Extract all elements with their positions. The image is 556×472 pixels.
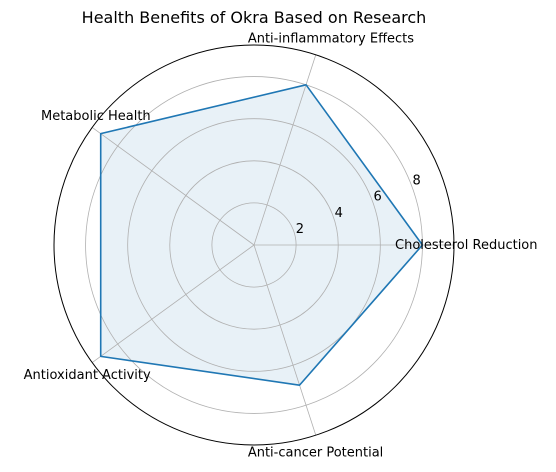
r-tick-label: 8 bbox=[412, 174, 420, 189]
grid-layer bbox=[53, 44, 455, 446]
spoke-anti-cancer-potential bbox=[253, 244, 317, 436]
spoke-metabolic-health bbox=[91, 127, 255, 246]
series-area bbox=[100, 84, 423, 386]
axis-label-anti-inflammatory-effects: Anti-inflammatory Effects bbox=[248, 31, 414, 46]
series-fill-layer bbox=[100, 84, 423, 386]
axis-label-antioxidant-activity: Antioxidant Activity bbox=[24, 368, 151, 383]
spoke-antioxidant-activity bbox=[91, 244, 255, 363]
label-layer: 2 4 6 8 Cholesterol Reduction Anti-inflammato… bbox=[24, 31, 538, 460]
series-line bbox=[99, 84, 424, 386]
spoke-anti-inflammatory-effects bbox=[253, 54, 317, 246]
axis-label-anti-cancer-potential: Anti-cancer Potential bbox=[248, 446, 383, 461]
r-tick-label: 2 bbox=[296, 222, 304, 237]
chart-title: Health Benefits of Okra Based on Researc… bbox=[82, 8, 427, 27]
axis-label-metabolic-health: Metabolic Health bbox=[41, 109, 151, 124]
r-tick-label: 4 bbox=[335, 206, 343, 221]
axis-label-cholesterol-reduction: Cholesterol Reduction bbox=[395, 238, 538, 253]
polar-frame bbox=[53, 44, 455, 446]
series-layer bbox=[99, 84, 424, 386]
r-tick-label: 6 bbox=[374, 190, 382, 205]
